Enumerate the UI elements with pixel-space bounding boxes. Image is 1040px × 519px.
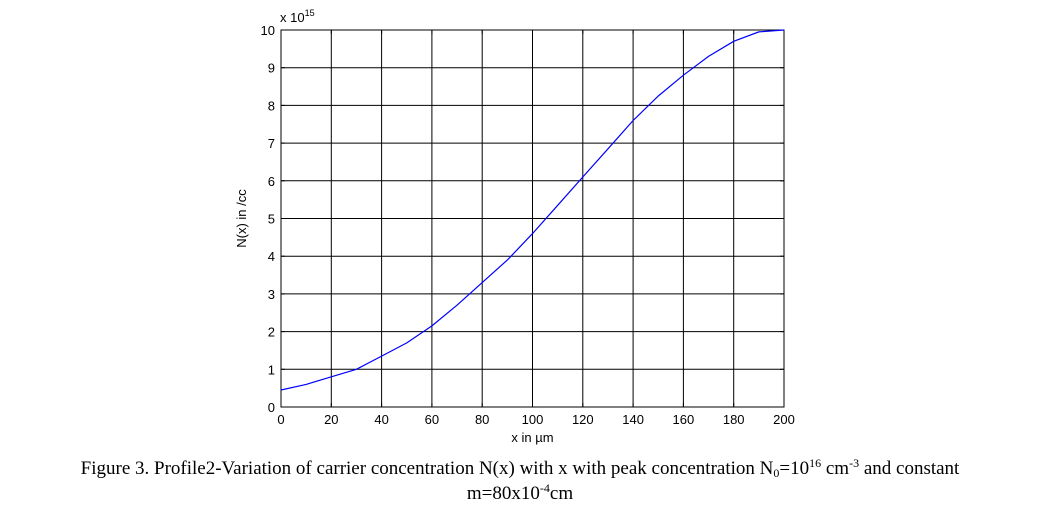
y-tick-labels: 0 1 2 3 4 5 6 7 8 9 10 (261, 23, 275, 415)
x-tick-label: 140 (622, 412, 644, 427)
y-tick-label: 2 (268, 325, 275, 340)
x-tick-label: 60 (425, 412, 439, 427)
x-tick-label: 100 (522, 412, 544, 427)
y-tick-label: 5 (268, 212, 275, 227)
figure-caption-line-1: Figure 3. Profile2-Variation of carrier … (80, 456, 960, 480)
x-tick-label: 200 (773, 412, 795, 427)
x-tick-label: 40 (374, 412, 388, 427)
y-tick-label: 7 (268, 136, 275, 151)
y-tick-label: 3 (268, 287, 275, 302)
line-chart: 0 20 40 60 80 100 120 140 160 180 200 0 1 2 3 4 5 6 7 8 9 10… (234, 8, 795, 445)
y-tick-label: 4 (268, 249, 275, 264)
x-axis-label: x in µm (511, 430, 553, 445)
figure-caption-line-2: m=80x10-4cm (466, 481, 574, 504)
x-tick-label: 180 (723, 412, 745, 427)
y-tick-label: 0 (268, 400, 275, 415)
x-tick-label: 160 (673, 412, 695, 427)
axis-ticks (280, 29, 785, 408)
x-tick-label: 80 (475, 412, 489, 427)
grid-lines (281, 30, 784, 407)
y-axis-multiplier: x 1015 (280, 8, 315, 25)
y-tick-label: 1 (268, 362, 275, 377)
x-tick-labels: 0 20 40 60 80 100 120 140 160 180 200 (277, 412, 794, 427)
y-tick-label: 8 (268, 98, 275, 113)
y-tick-label: 10 (261, 23, 275, 38)
y-axis-label: N(x) in /cc (234, 189, 249, 248)
x-tick-label: 0 (277, 412, 284, 427)
y-tick-label: 9 (268, 61, 275, 76)
x-tick-label: 20 (324, 412, 338, 427)
series-line (280, 29, 785, 391)
y-tick-label: 6 (268, 174, 275, 189)
x-tick-label: 120 (572, 412, 594, 427)
